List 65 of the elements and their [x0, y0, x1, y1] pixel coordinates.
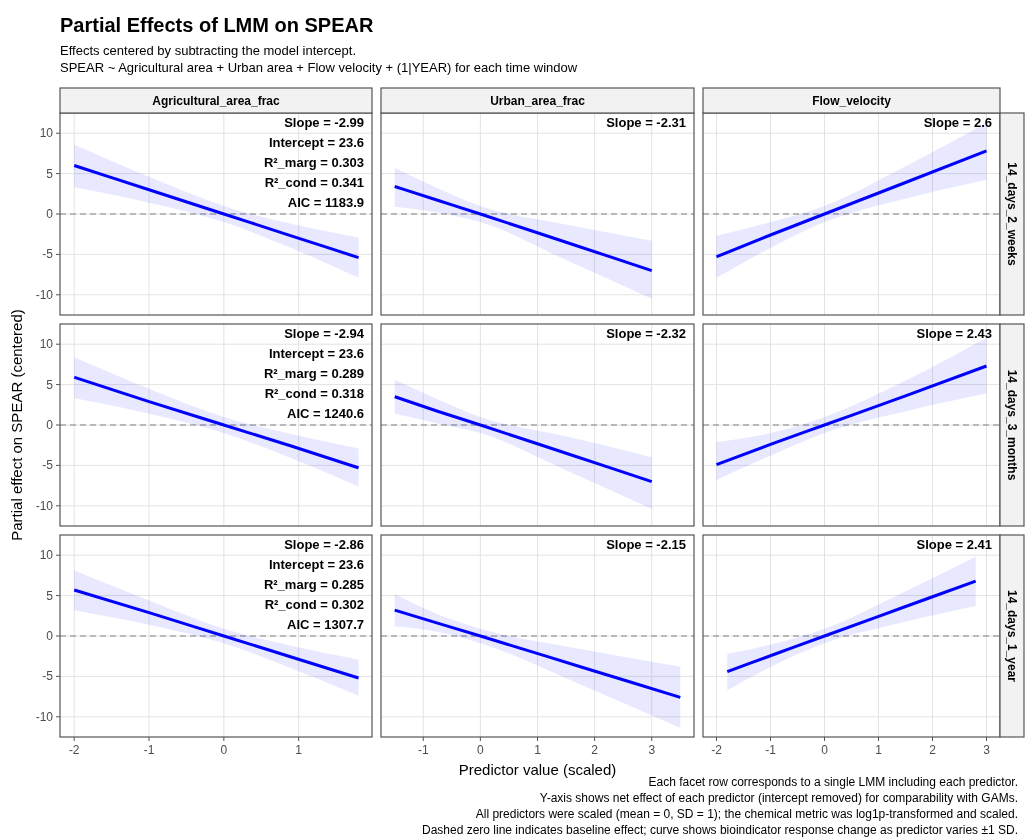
y-tick-label: -5: [42, 247, 54, 262]
x-axis-title: Predictor value (scaled): [458, 761, 617, 778]
annotation: R²_cond = 0.302: [264, 597, 364, 612]
annotation: AIC = 1183.9: [287, 195, 364, 210]
text: Y-axis shows net effect of each predictor (intercept removed) for comparability with GAMs.: [539, 791, 1018, 805]
y-tick-label: 0: [46, 207, 54, 221]
y2-axis-title: 14_days_3_months: [1005, 369, 1019, 481]
annotation: Slope = -2.32: [606, 326, 686, 341]
chart-title: Agricultural_area_frac: [152, 94, 281, 108]
x-tick-label: 0: [477, 743, 485, 757]
x-tick-label: -1: [143, 743, 155, 757]
text: Dashed zero line indicates baseline effect; curve shows bioindicator response change as predictor varies ±1 SD.: [421, 823, 1018, 837]
annotation: Slope = 2.41: [916, 537, 992, 552]
annotation: R²_cond = 0.341: [264, 175, 364, 190]
annotation: Intercept = 23.6: [268, 346, 364, 361]
x-tick-label: 1: [295, 743, 303, 757]
text: Effects centered by subtracting the model intercept. SPEAR ~ Agricultural area + Urban area + Flow velocity + (1|YEAR) for each time window: [60, 43, 578, 75]
x-tick-label: 2: [929, 743, 937, 757]
annotation: Slope = -2.94: [284, 326, 365, 341]
annotation: Slope = -2.99: [284, 115, 364, 130]
y2-axis-title: 14_days_2_weeks: [1005, 162, 1019, 267]
annotation: Slope = -2.15: [606, 537, 686, 552]
annotation: AIC = 1307.7: [287, 617, 364, 632]
x-tick-label: -2: [68, 743, 80, 757]
text: Partial Effects of LMM on SPEAR: [60, 14, 374, 36]
annotation: AIC = 1240.6: [287, 406, 364, 421]
y-tick-label: 10: [39, 126, 54, 141]
y-tick-label: 0: [46, 418, 54, 432]
y-tick-label: -10: [35, 498, 54, 513]
x-tick-label: 0: [220, 743, 228, 757]
annotation: Intercept = 23.6: [268, 557, 364, 572]
y-tick-label: 10: [39, 548, 54, 563]
y-axis-title: Partial effect on SPEAR (centered): [8, 309, 25, 541]
x-tick-label: -1: [417, 743, 429, 757]
annotation: R²_marg = 0.285: [263, 577, 364, 592]
x-tick-label: -1: [765, 743, 777, 757]
x-tick-label: 3: [983, 743, 991, 757]
y-tick-label: 0: [46, 629, 54, 643]
y-tick-label: -10: [35, 709, 54, 724]
annotation: R²_marg = 0.289: [263, 366, 364, 381]
x-tick-label: 0: [821, 743, 829, 757]
text: Each facet row corresponds to a single LMM including each predictor.: [648, 775, 1018, 789]
y-tick-label: -5: [42, 458, 54, 473]
annotation: R²_marg = 0.303: [263, 155, 364, 170]
x-tick-label: 2: [591, 743, 599, 757]
y-tick-label: -10: [35, 287, 54, 302]
annotation: R²_cond = 0.318: [264, 386, 364, 401]
y2-axis-title: 14_days_1_year: [1005, 589, 1019, 683]
annotation: Slope = 2.6: [923, 115, 992, 130]
y-tick-label: 5: [46, 166, 54, 181]
y-tick-label: -5: [42, 669, 54, 684]
chart-title: Urban_area_frac: [490, 94, 586, 108]
x-tick-label: 1: [534, 743, 542, 757]
x-tick-label: 1: [875, 743, 883, 757]
text: All predictors were scaled (mean = 0, SD = 1); the chemical metric was log1p-transformed and scaled.: [475, 807, 1018, 821]
annotation: Slope = -2.31: [606, 115, 686, 130]
x-tick-label: -2: [711, 743, 723, 757]
x-tick-label: 3: [648, 743, 656, 757]
annotation: Slope = -2.86: [284, 537, 364, 552]
chart-title: Flow_velocity: [812, 94, 892, 108]
annotation: Slope = 2.43: [916, 326, 992, 341]
y-tick-label: 5: [46, 588, 54, 603]
annotation: Intercept = 23.6: [268, 135, 364, 150]
y-tick-label: 10: [39, 337, 54, 352]
y-tick-label: 5: [46, 377, 54, 392]
